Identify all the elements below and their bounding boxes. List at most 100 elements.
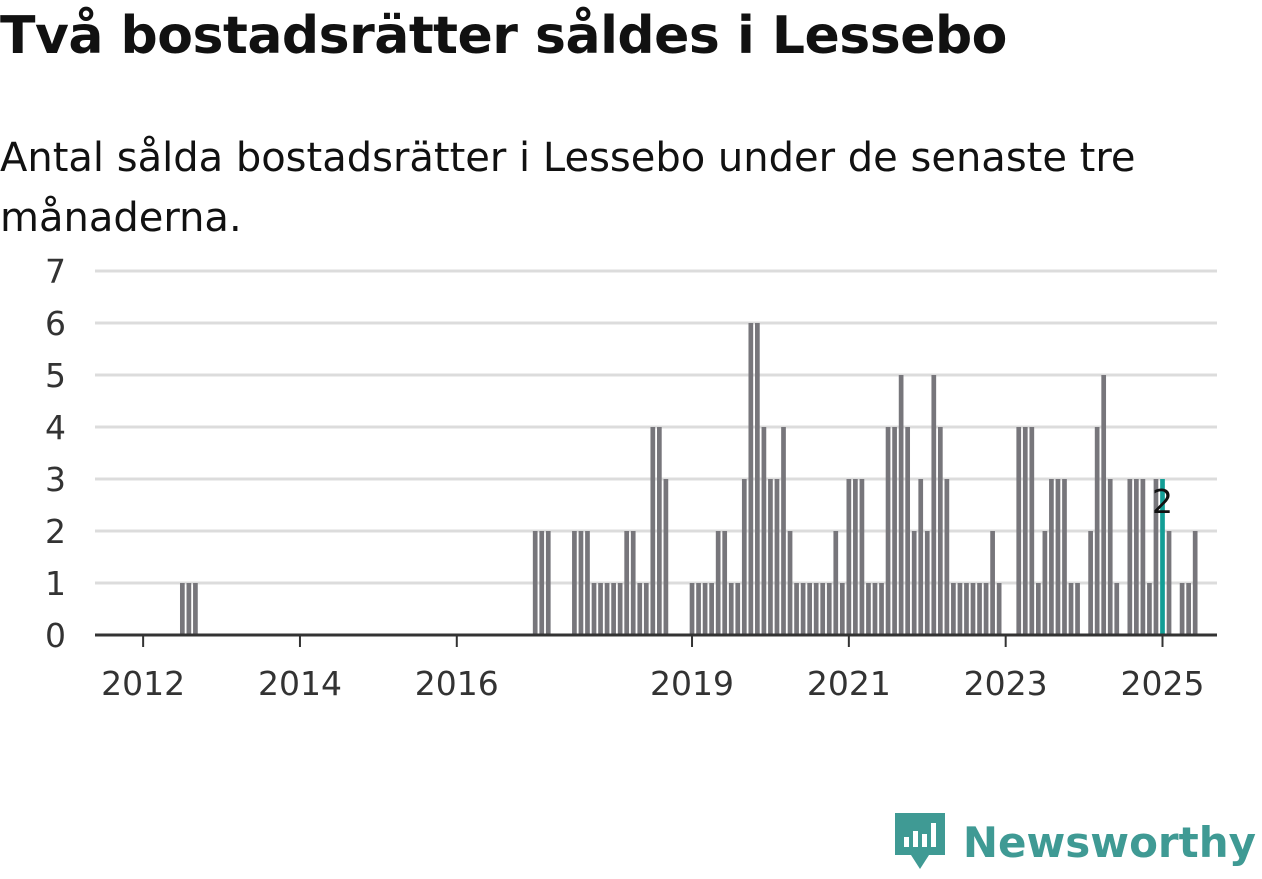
bar [630, 531, 636, 635]
x-axis: 2012 2014 2016 2019 2021 2023 2025 [95, 633, 1217, 703]
bar [1179, 583, 1185, 635]
bar [637, 583, 643, 635]
bar [892, 427, 897, 635]
bar [937, 427, 943, 635]
bar [617, 583, 623, 635]
bar [1147, 583, 1152, 635]
bar [964, 583, 969, 635]
bar [193, 583, 198, 635]
bar [879, 583, 884, 635]
bar [931, 375, 937, 635]
bar [807, 583, 812, 635]
bar [722, 531, 728, 635]
bar [859, 479, 865, 635]
highlight-bar [1160, 479, 1165, 635]
bar [983, 583, 989, 635]
bar [957, 583, 963, 635]
y-axis: 0 1 2 3 4 5 6 7 [45, 252, 66, 655]
bar [728, 583, 734, 635]
bar [1127, 479, 1133, 635]
bar [768, 479, 773, 635]
bar [689, 583, 695, 635]
bar [977, 583, 982, 635]
bar [1094, 427, 1100, 635]
bar [1062, 479, 1067, 635]
bar [735, 583, 741, 635]
bar [833, 531, 839, 635]
bar [794, 583, 799, 635]
bar [572, 531, 577, 635]
bar [657, 427, 662, 635]
bar [545, 531, 551, 635]
bar [643, 583, 649, 635]
bar [1114, 583, 1120, 635]
y-tick-label: 0 [45, 616, 66, 655]
bar [898, 375, 904, 635]
bar [846, 479, 852, 635]
bar [820, 583, 826, 635]
x-tick-label: 2021 [807, 664, 891, 703]
chart-subtitle: Antal sålda bostadsrätter i Lessebo unde… [0, 135, 1136, 241]
bar [696, 583, 701, 635]
bar [944, 479, 950, 635]
y-tick-label: 1 [45, 564, 66, 603]
bar [591, 583, 597, 635]
bar [1186, 583, 1191, 635]
bar [1166, 531, 1172, 635]
x-tick-label: 2014 [258, 664, 342, 703]
bar [624, 531, 630, 635]
bar [761, 427, 767, 635]
x-tick-label: 2025 [1121, 664, 1205, 703]
bar [755, 323, 760, 635]
bar [1042, 531, 1048, 635]
bar [872, 583, 878, 635]
bar [1153, 479, 1159, 635]
y-tick-label: 6 [45, 304, 66, 343]
bar [1088, 531, 1093, 635]
bar [585, 531, 590, 635]
bar [604, 583, 610, 635]
bar [1107, 479, 1113, 635]
gridlines [95, 269, 1217, 585]
bar [990, 531, 995, 635]
bar [663, 479, 669, 635]
bar [813, 583, 819, 635]
highlight-value-label: 2 [1152, 482, 1173, 521]
bar [1101, 375, 1107, 635]
bar [774, 479, 780, 635]
bars [179, 323, 1198, 635]
bar [839, 583, 845, 635]
bar [748, 323, 754, 635]
y-tick-label: 3 [45, 460, 66, 499]
brand-name: Newsworthy [962, 817, 1256, 867]
bar [800, 583, 806, 635]
y-tick-label: 7 [45, 252, 66, 291]
bar [905, 427, 911, 635]
bar [532, 531, 538, 635]
bar [539, 531, 545, 635]
bar [1035, 583, 1041, 635]
bar [911, 531, 917, 635]
x-tick-label: 2016 [415, 664, 499, 703]
bar [918, 479, 924, 635]
bar [1068, 583, 1074, 635]
bar [186, 583, 192, 635]
bar [826, 583, 832, 635]
bar [996, 583, 1002, 635]
y-tick-label: 2 [45, 512, 66, 551]
bar [853, 479, 858, 635]
bar [1055, 479, 1061, 635]
bar [924, 531, 930, 635]
bar [1022, 427, 1028, 635]
y-tick-label: 5 [45, 356, 66, 395]
bar [1134, 479, 1139, 635]
bar [179, 583, 185, 635]
bar [1049, 479, 1054, 635]
bar [598, 583, 603, 635]
bar [970, 583, 976, 635]
bar [1140, 479, 1146, 635]
bar [781, 427, 786, 635]
newsworthy-brand: Newsworthy [894, 813, 1256, 871]
bar [787, 531, 793, 635]
